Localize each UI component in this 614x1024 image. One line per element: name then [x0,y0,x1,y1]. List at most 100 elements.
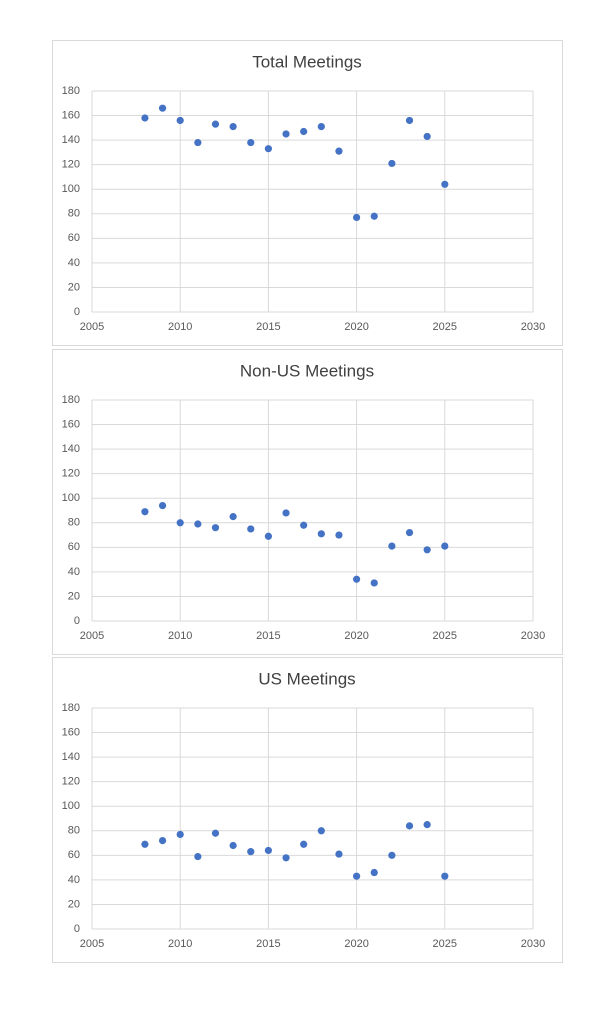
point [423,132,431,141]
y-tick-label: 60 [68,849,80,861]
chart-title: US Meetings [258,669,355,688]
point [423,821,431,829]
chart: Non-US Meetings 0 20 40 60 80 100 120 140 160 180 2… [52,349,563,655]
y-tick-label: 180 [62,85,80,97]
point [194,852,202,861]
point [282,854,290,862]
y-tick-label: 0 [74,615,80,627]
point [211,120,220,128]
point [441,542,449,550]
point [317,827,325,835]
x-tick-label: 2025 [433,630,457,642]
point [176,519,184,527]
point [353,575,361,583]
x-tick-label: 2020 [344,630,368,642]
x-tick-label: 2015 [256,321,280,333]
x-tick-label: 2025 [433,938,457,950]
point [335,850,343,858]
chart-title: Total Meetings [252,52,362,71]
point [194,520,202,528]
y-tick-label: 40 [68,257,80,269]
x-tick-label: 2005 [80,321,104,333]
point [405,529,414,537]
point [141,114,149,122]
point [158,104,167,112]
y-tick-label: 160 [62,726,80,738]
point [300,521,308,529]
y-tick-label: 80 [68,208,80,220]
point [264,532,272,540]
y-tick-label: 100 [62,492,80,504]
x-tick-label: 2025 [433,321,457,333]
point [158,501,167,510]
point [423,546,431,554]
y-tick-label: 120 [62,776,80,788]
point [317,123,325,131]
x-tick-label: 2005 [80,938,104,950]
y-tick-label: 0 [74,306,80,318]
point [317,530,325,538]
x-tick-label: 2020 [344,321,368,333]
y-tick-label: 20 [68,898,80,910]
y-tick-label: 160 [62,418,80,430]
y-tick-label: 160 [62,109,80,121]
x-tick-label: 2030 [521,938,545,950]
point [300,840,308,848]
y-tick-label: 120 [62,468,80,480]
point [370,212,378,220]
chart-frame [52,657,563,963]
point [388,851,396,859]
x-tick-label: 2010 [168,321,192,333]
y-tick-label: 140 [62,134,80,146]
point [141,840,149,848]
x-tick-label: 2015 [256,630,280,642]
chart-frame [52,349,563,655]
point [370,579,378,587]
x-tick-label: 2030 [521,630,545,642]
point [176,830,184,839]
point [211,829,220,837]
point [388,159,396,168]
point [247,525,255,533]
point [335,531,343,539]
y-tick-label: 180 [62,702,80,714]
point [282,130,290,138]
point [405,822,414,830]
point [247,848,255,856]
point [405,116,414,125]
y-tick-label: 80 [68,517,80,529]
point [141,508,149,516]
point [300,127,308,136]
y-tick-label: 0 [74,923,80,935]
point [388,542,396,550]
point [441,872,449,880]
point [158,837,167,845]
x-tick-label: 2010 [168,938,192,950]
point [176,116,184,125]
y-tick-label: 120 [62,159,80,171]
chart-title: Non-US Meetings [240,361,374,380]
point [282,509,290,517]
point [353,872,361,880]
point [370,868,378,877]
y-tick-label: 40 [68,874,80,886]
point [264,145,272,153]
x-tick-label: 2015 [256,938,280,950]
y-tick-label: 20 [68,590,80,602]
x-tick-label: 2030 [521,321,545,333]
y-tick-label: 180 [62,394,80,406]
point [353,213,361,222]
point [229,513,237,521]
y-tick-label: 100 [62,800,80,812]
y-tick-label: 20 [68,281,80,293]
point [211,524,220,532]
y-tick-label: 60 [68,232,80,244]
y-tick-label: 40 [68,566,80,578]
x-tick-label: 2010 [168,630,192,642]
point [194,138,202,147]
point [229,841,237,850]
point [229,123,237,131]
point [247,138,255,147]
